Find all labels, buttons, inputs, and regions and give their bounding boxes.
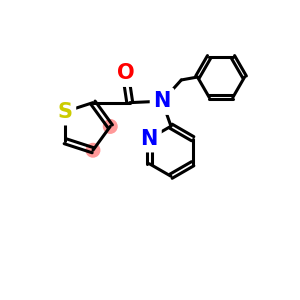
Circle shape — [103, 120, 117, 133]
Circle shape — [86, 143, 100, 157]
Text: N: N — [141, 129, 158, 149]
Text: N: N — [154, 91, 171, 111]
Text: S: S — [58, 102, 73, 122]
Text: O: O — [116, 63, 134, 83]
